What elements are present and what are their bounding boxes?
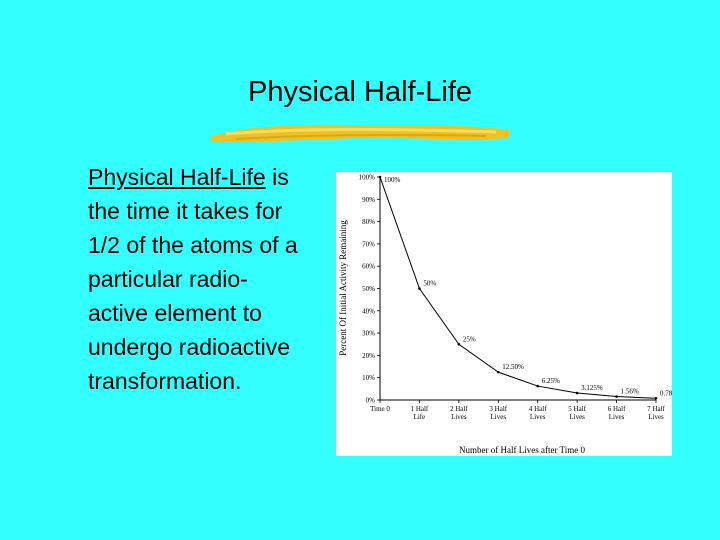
data-point — [654, 396, 658, 400]
x-axis-label: Number of Half Lives after Time 0 — [459, 445, 585, 455]
data-point — [496, 370, 500, 374]
slide-title-text: Physical Half-Life — [247, 76, 473, 108]
y-tick-label: 50% — [362, 285, 375, 293]
y-tick-label: 70% — [362, 240, 375, 248]
x-tick-label: 2 Half Lives — [450, 405, 468, 421]
x-tick-label: 6 Half Lives — [608, 405, 626, 421]
x-tick-label: 4 Half Lives — [529, 405, 547, 421]
y-tick-label: 80% — [362, 218, 375, 226]
y-tick-label: 40% — [362, 307, 375, 315]
x-tick-label: Time 0 — [370, 405, 390, 413]
body-description: is the time it takes for 1/2 of the atom… — [88, 164, 298, 394]
data-point — [378, 175, 382, 179]
data-label: 3.125% — [581, 384, 603, 392]
y-tick-label: 20% — [362, 352, 375, 360]
y-tick-label: 90% — [362, 196, 375, 204]
body-text: Physical Half-Life is the time it takes … — [88, 160, 303, 398]
data-point — [615, 395, 618, 398]
data-point — [575, 391, 579, 395]
chart-panel: 0% 10% 20% 30% 40% 50% 60% 70% 80% 90% 100% Time 0… — [336, 172, 672, 456]
x-tick-label: 3 Half Lives — [489, 405, 507, 421]
x-tick-label: 5 Half Lives — [568, 405, 586, 421]
data-label: 0.78% — [660, 389, 672, 397]
slide-title: Physical Half-Life — [0, 76, 720, 109]
series-line — [379, 176, 657, 399]
y-tick-label: 0% — [366, 397, 376, 405]
y-axis-label: Percent Of Initial Activity Remaining — [338, 220, 348, 356]
brush-stroke-underline — [210, 124, 510, 142]
data-label: 25% — [463, 335, 476, 343]
x-tick-label: 7 Half Lives — [647, 405, 665, 421]
body-term: Physical Half-Life — [88, 164, 266, 190]
y-tick-label: 10% — [362, 374, 375, 382]
half-life-chart: 0% 10% 20% 30% 40% 50% 60% 70% 80% 90% 100% Time 0… — [338, 174, 672, 456]
data-point — [457, 342, 461, 346]
data-label: 50% — [423, 280, 436, 288]
y-tick-label: 30% — [362, 330, 375, 338]
y-tick-label: 100% — [359, 174, 376, 182]
data-label: 100% — [384, 176, 401, 184]
data-label: 6.25% — [542, 377, 560, 385]
x-tick-label: 1 Half Life — [411, 405, 429, 421]
data-point — [536, 384, 540, 388]
data-point — [418, 287, 421, 290]
data-label: 12.50% — [502, 363, 524, 371]
data-label: 1.56% — [621, 388, 639, 396]
y-tick-label: 60% — [362, 263, 375, 271]
